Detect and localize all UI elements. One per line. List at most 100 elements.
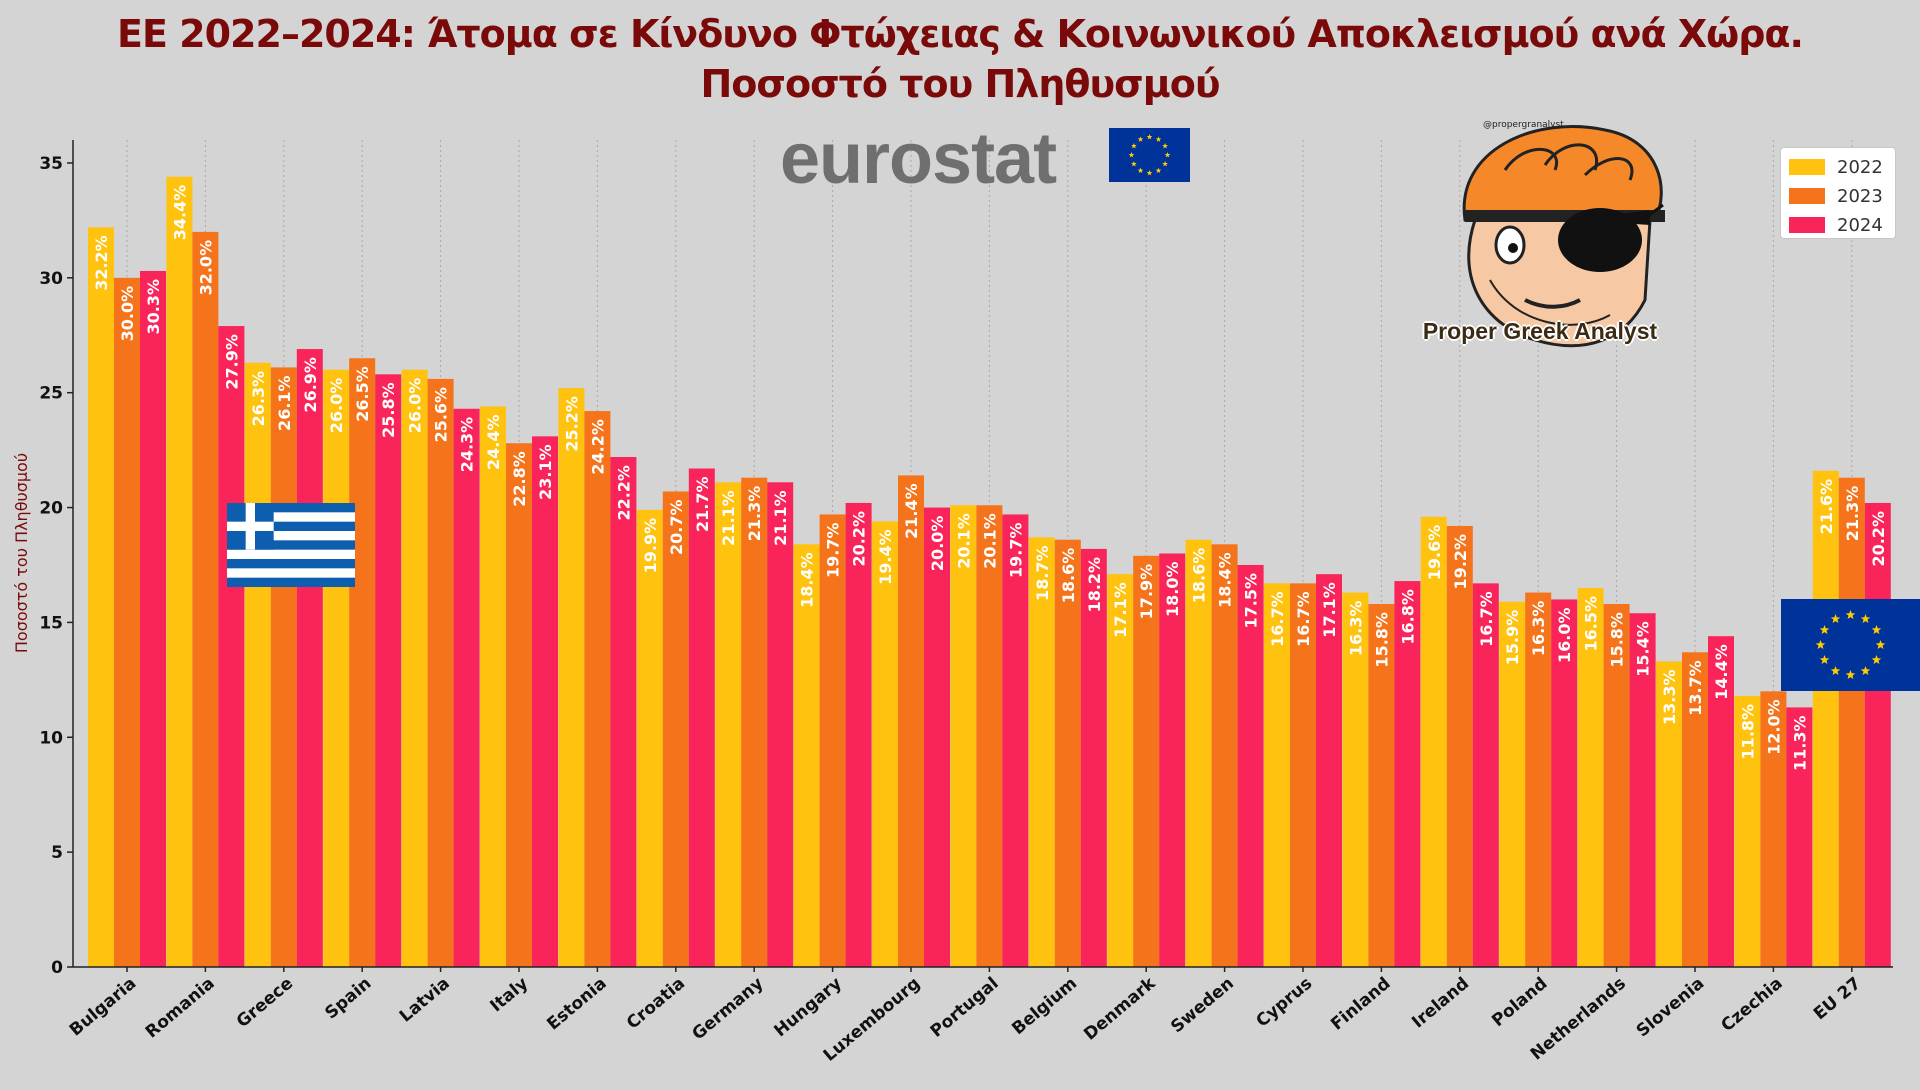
value-label: 22.8% xyxy=(510,451,529,507)
value-label: 16.7% xyxy=(1268,591,1287,647)
eurostat-eu-flag-icon xyxy=(1109,128,1190,182)
value-label: 20.0% xyxy=(928,516,947,572)
value-label: 21.3% xyxy=(745,486,764,542)
x-tick-label: Portugal xyxy=(927,974,1003,1042)
y-tick-label: 35 xyxy=(39,154,63,174)
brand-caption: Proper Greek Analyst xyxy=(1422,318,1658,344)
value-label: 26.9% xyxy=(301,357,320,413)
eu-star xyxy=(1845,610,1856,620)
y-axis-label: Ποσοστό του Πληθυσμού xyxy=(12,453,31,653)
bar-2024-eu-27 xyxy=(1864,502,1891,967)
value-label: 24.4% xyxy=(484,414,503,470)
x-tick-label: Latvia xyxy=(396,974,454,1027)
value-label: 32.0% xyxy=(196,240,215,296)
eu-star xyxy=(1871,625,1882,635)
legend: 2022 2023 2024 xyxy=(1780,147,1896,239)
x-tick-label: Hungary xyxy=(770,974,845,1042)
x-tick-label: Denmark xyxy=(1080,973,1160,1044)
bar-2024-latvia xyxy=(453,408,480,967)
bar-2024-estonia xyxy=(610,457,637,967)
bar-2022-italy xyxy=(480,406,506,967)
x-tick-label: Cyprus xyxy=(1253,974,1317,1032)
bar-2024-romania xyxy=(218,326,245,967)
value-label: 12.0% xyxy=(1764,699,1783,755)
legend-label: 2024 xyxy=(1837,214,1883,236)
eu-star xyxy=(1162,161,1168,167)
value-label: 19.7% xyxy=(1006,522,1025,578)
bar-2023-poland xyxy=(1525,592,1552,967)
eu-star xyxy=(1137,136,1144,142)
value-label: 19.7% xyxy=(824,522,843,578)
bar-2024-luxembourg xyxy=(924,507,950,967)
bar-2024-germany xyxy=(767,482,794,967)
value-label: 18.4% xyxy=(798,552,817,608)
brand-handle: @propergranalyst xyxy=(1483,120,1564,130)
eu-star xyxy=(1164,152,1171,158)
x-tick-label: Spain xyxy=(321,974,375,1024)
bar-2023-hungary xyxy=(819,514,846,967)
eu-star xyxy=(1830,665,1841,676)
bar-2024-slovenia xyxy=(1708,636,1734,967)
value-label: 21.7% xyxy=(693,477,712,533)
bar-2022-eu-27 xyxy=(1812,470,1839,967)
bar-2024-bulgaria xyxy=(140,270,166,968)
value-label: 17.5% xyxy=(1242,573,1261,629)
value-label: 19.9% xyxy=(641,518,660,574)
bar-2023-germany xyxy=(741,477,768,967)
eu-flag-icon xyxy=(1781,599,1920,691)
bar-2024-croatia xyxy=(688,468,715,967)
eu-star xyxy=(1162,143,1168,149)
bar-2024-cyprus xyxy=(1316,574,1342,967)
bar-2023-croatia xyxy=(662,491,689,967)
eu-star xyxy=(1845,670,1856,680)
bar-2023-netherlands xyxy=(1603,604,1630,967)
value-label: 18.6% xyxy=(1190,548,1209,604)
x-tick-label: Croatia xyxy=(623,974,689,1034)
eu-star xyxy=(1131,143,1137,149)
y-tick-label: 0 xyxy=(51,958,63,978)
value-label: 16.8% xyxy=(1398,589,1417,645)
x-tick-label: Greece xyxy=(233,974,297,1032)
value-label: 23.1% xyxy=(536,444,555,500)
value-label: 16.3% xyxy=(1346,601,1365,657)
value-label: 18.0% xyxy=(1163,562,1182,618)
value-label: 19.4% xyxy=(876,529,895,585)
x-tick-label: Italy xyxy=(487,974,533,1017)
bar-2024-czechia xyxy=(1786,707,1813,967)
value-label: 26.0% xyxy=(406,378,425,434)
bar-2023-estonia xyxy=(584,411,611,967)
bar-2023-latvia xyxy=(427,378,454,967)
bars-layer xyxy=(88,176,1891,968)
x-tick-label: Slovenia xyxy=(1633,974,1708,1042)
value-label: 20.7% xyxy=(667,499,686,555)
bar-2023-portugal xyxy=(976,505,1003,967)
value-label: 11.8% xyxy=(1738,704,1757,760)
value-label: 21.1% xyxy=(719,490,738,546)
value-label: 13.7% xyxy=(1686,660,1705,716)
eu-star xyxy=(1819,625,1830,635)
legend-swatch xyxy=(1789,217,1825,233)
bar-2023-sweden xyxy=(1211,544,1238,967)
value-label: 11.3% xyxy=(1790,715,1809,771)
eu-star xyxy=(1830,614,1841,624)
value-label: 26.1% xyxy=(275,375,294,431)
bar-2022-latvia xyxy=(401,369,428,967)
greek-flag-icon xyxy=(227,503,355,587)
chart-subtitle: Ποσοστό του Πληθυσμού xyxy=(700,62,1220,106)
bar-2023-bulgaria xyxy=(114,277,140,967)
bar-2023-finland xyxy=(1368,604,1395,967)
value-label: 25.6% xyxy=(432,387,451,443)
bar-2022-denmark xyxy=(1107,574,1134,967)
value-label: 15.9% xyxy=(1503,610,1522,666)
x-tick-label: Sweden xyxy=(1167,974,1238,1038)
value-label: 13.3% xyxy=(1660,669,1679,725)
value-label: 25.8% xyxy=(379,382,398,438)
bar-2023-slovenia xyxy=(1682,652,1708,967)
value-label: 21.3% xyxy=(1843,486,1862,542)
value-label: 26.3% xyxy=(249,371,268,427)
bar-2022-czechia xyxy=(1734,695,1761,967)
bar-2022-luxembourg xyxy=(872,521,898,967)
bar-2023-italy xyxy=(506,443,532,967)
value-label: 20.1% xyxy=(980,513,999,569)
bar-2024-finland xyxy=(1394,581,1421,967)
